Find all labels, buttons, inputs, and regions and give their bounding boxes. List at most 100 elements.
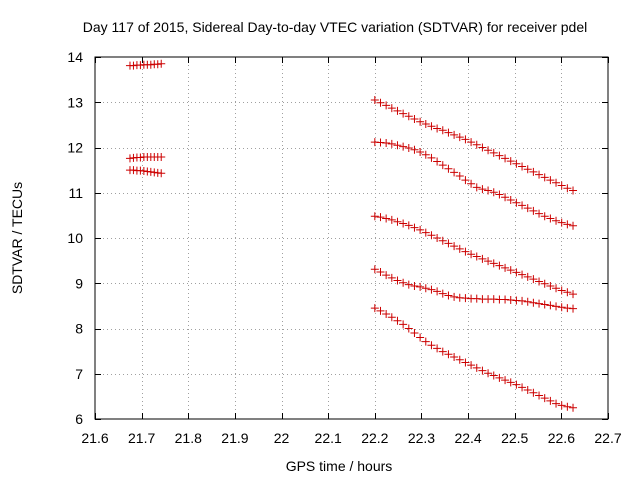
data-point xyxy=(399,278,408,287)
data-point xyxy=(563,220,572,229)
data-point xyxy=(552,302,561,311)
y-tick-label: 9 xyxy=(75,275,83,291)
data-point xyxy=(387,139,396,148)
y-tick-label: 14 xyxy=(67,49,83,65)
data-point xyxy=(370,212,379,221)
data-point xyxy=(455,355,464,364)
data-point xyxy=(529,298,538,307)
data-point xyxy=(546,214,555,223)
data-point xyxy=(478,185,487,194)
data-point xyxy=(370,95,379,104)
data-point xyxy=(404,324,413,333)
data-point xyxy=(376,98,385,107)
data-point xyxy=(506,378,515,387)
data-point xyxy=(467,138,476,147)
data-point xyxy=(506,195,515,204)
x-tick-label: 22.3 xyxy=(408,430,435,446)
data-point xyxy=(540,173,549,182)
grid xyxy=(95,57,608,419)
data-point xyxy=(501,263,510,272)
data-point xyxy=(410,145,419,154)
series-track-5 xyxy=(370,304,578,412)
data-point xyxy=(461,176,470,185)
data-point xyxy=(376,306,385,315)
data-point xyxy=(370,265,379,274)
data-point xyxy=(518,270,527,279)
data-point xyxy=(444,128,453,137)
data-point xyxy=(433,124,442,133)
data-point xyxy=(552,178,561,187)
data-point xyxy=(421,284,430,293)
data-point xyxy=(421,228,430,237)
data-point xyxy=(387,273,396,282)
data-point xyxy=(444,164,453,173)
x-tick-label: 22.6 xyxy=(548,430,575,446)
data-point xyxy=(455,172,464,181)
data-point xyxy=(416,282,425,291)
data-point xyxy=(455,133,464,142)
data-point xyxy=(399,109,408,118)
data-point xyxy=(569,186,578,195)
data-point xyxy=(523,165,532,174)
data-point xyxy=(404,280,413,289)
data-point xyxy=(387,104,396,113)
data-point xyxy=(433,287,442,296)
data-point xyxy=(563,288,572,297)
x-tick-label: 21.6 xyxy=(81,430,108,446)
data-point xyxy=(557,218,566,227)
data-point xyxy=(461,358,470,367)
data-point xyxy=(410,223,419,232)
data-point xyxy=(484,369,493,378)
data-point xyxy=(552,399,561,408)
y-tick-label: 12 xyxy=(67,140,83,156)
x-tick-label: 21.7 xyxy=(128,430,155,446)
data-point xyxy=(501,193,510,202)
data-point xyxy=(444,239,453,248)
data-point xyxy=(376,267,385,276)
data-point xyxy=(438,161,447,170)
data-point xyxy=(512,380,521,389)
axis-ticks xyxy=(95,57,609,420)
data-point xyxy=(433,157,442,166)
data-point xyxy=(529,167,538,176)
data-point xyxy=(433,344,442,353)
data-point xyxy=(495,190,504,199)
y-tick-labels: 6 7 8 9 10 11 12 13 14 xyxy=(67,49,83,427)
data-point xyxy=(529,388,538,397)
data-point xyxy=(569,304,578,313)
data-point xyxy=(393,276,402,285)
data-point xyxy=(557,286,566,295)
data-point xyxy=(569,221,578,230)
data-point xyxy=(444,291,453,300)
y-axis-label: SDTVAR / TECUs xyxy=(9,182,25,294)
data-point xyxy=(438,126,447,135)
data-point xyxy=(512,159,521,168)
series-early-c xyxy=(125,166,166,178)
data-point xyxy=(416,333,425,342)
data-point xyxy=(450,130,459,139)
x-tick-label: 22.1 xyxy=(315,430,342,446)
data-point xyxy=(421,150,430,159)
data-point xyxy=(529,206,538,215)
data-point xyxy=(382,101,391,110)
data-point xyxy=(438,289,447,298)
data-point xyxy=(495,373,504,382)
data-point xyxy=(393,106,402,115)
data-point xyxy=(557,303,566,312)
data-point xyxy=(416,148,425,157)
data-point xyxy=(421,119,430,128)
data-point xyxy=(399,219,408,228)
data-points xyxy=(125,59,578,412)
data-point xyxy=(552,284,561,293)
data-point xyxy=(546,176,555,185)
data-point xyxy=(512,198,521,207)
data-point xyxy=(518,201,527,210)
data-point xyxy=(512,268,521,277)
data-point xyxy=(399,142,408,151)
y-tick-label: 8 xyxy=(75,321,83,337)
data-point xyxy=(484,257,493,266)
data-point xyxy=(157,153,166,162)
data-point xyxy=(495,261,504,270)
series-track-3 xyxy=(370,212,578,299)
